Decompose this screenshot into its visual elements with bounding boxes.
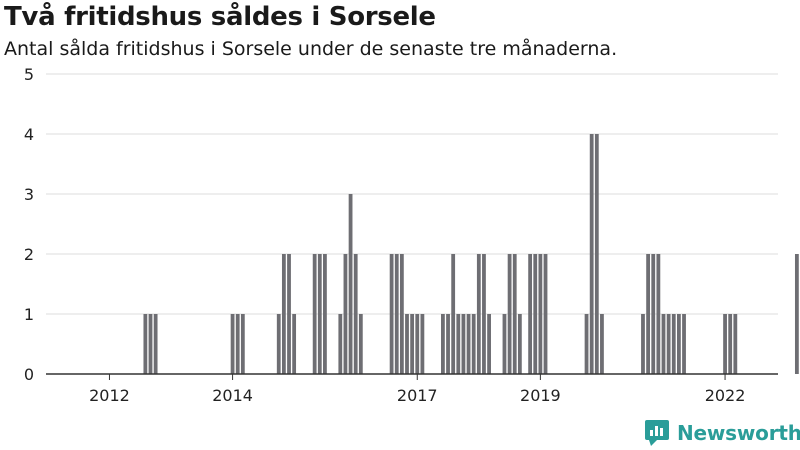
bar	[533, 254, 538, 374]
bar	[415, 314, 420, 374]
bar	[405, 314, 409, 374]
bar	[482, 254, 486, 374]
bar	[317, 254, 322, 374]
bar	[292, 314, 297, 374]
bar	[399, 254, 404, 374]
bar	[153, 314, 158, 374]
bar	[651, 254, 656, 374]
bar	[466, 314, 471, 374]
bar	[682, 314, 686, 374]
bar	[723, 314, 727, 374]
x-tick-label: 2017	[397, 386, 438, 405]
bar	[281, 254, 286, 374]
bar	[143, 314, 148, 374]
bar	[420, 314, 425, 374]
y-tick-label: 3	[24, 185, 34, 204]
brand-name: Newsworthy	[677, 421, 800, 445]
x-tick-label: 2012	[89, 386, 130, 405]
bar	[671, 314, 676, 374]
axes	[46, 373, 778, 380]
y-tick-label: 5	[24, 65, 34, 84]
bar	[312, 254, 317, 374]
bar	[733, 314, 738, 374]
bar	[323, 254, 327, 374]
bar	[656, 254, 661, 374]
bar	[394, 254, 399, 374]
bar	[461, 314, 466, 374]
labels: 0123452012201420172019202220242	[24, 65, 746, 405]
bar	[538, 254, 543, 374]
y-tick-label: 1	[24, 305, 34, 324]
x-tick-label: 2019	[520, 386, 561, 405]
bar	[517, 314, 522, 374]
bar	[148, 314, 153, 374]
bar	[348, 194, 353, 374]
bar	[441, 314, 445, 374]
bar	[589, 134, 594, 374]
bar	[410, 314, 415, 374]
bar	[456, 314, 461, 374]
bar	[594, 134, 599, 374]
bar	[343, 254, 348, 374]
bar	[276, 314, 281, 374]
newsworthy-logo: Newsworthy	[645, 420, 800, 446]
bar	[476, 254, 481, 374]
bar	[661, 314, 666, 374]
bar	[287, 254, 291, 374]
bar	[543, 254, 548, 374]
x-tick-label: 2014	[212, 386, 253, 405]
bar	[235, 314, 240, 374]
bar	[641, 314, 645, 374]
bar	[794, 254, 799, 374]
bar	[512, 254, 517, 374]
bar	[502, 314, 507, 374]
bar	[358, 314, 363, 374]
x-tick-label: 2022	[705, 386, 746, 405]
bar	[507, 254, 512, 374]
bar	[446, 314, 450, 374]
bar	[451, 254, 456, 374]
bar	[728, 314, 733, 374]
bar	[471, 314, 476, 374]
bar	[646, 254, 651, 374]
chart-subtitle: Antal sålda fritidshus i Sorsele under d…	[4, 38, 618, 60]
bar	[230, 314, 235, 374]
y-tick-label: 2	[24, 245, 34, 264]
y-tick-label: 4	[24, 125, 34, 144]
chart-title: Två fritidshus såldes i Sorsele	[4, 2, 436, 32]
bar	[389, 254, 394, 374]
bars	[143, 134, 799, 374]
bar	[353, 254, 358, 374]
bar	[676, 314, 681, 374]
bar	[528, 254, 533, 374]
bar	[240, 314, 245, 374]
bar	[666, 314, 671, 374]
grid-lines	[46, 73, 778, 315]
bar	[487, 314, 491, 374]
bar	[338, 314, 343, 374]
bar-chart-speech-bubble-icon	[645, 420, 669, 446]
bar	[600, 314, 604, 374]
y-tick-label: 0	[24, 365, 34, 384]
bar	[584, 314, 589, 374]
